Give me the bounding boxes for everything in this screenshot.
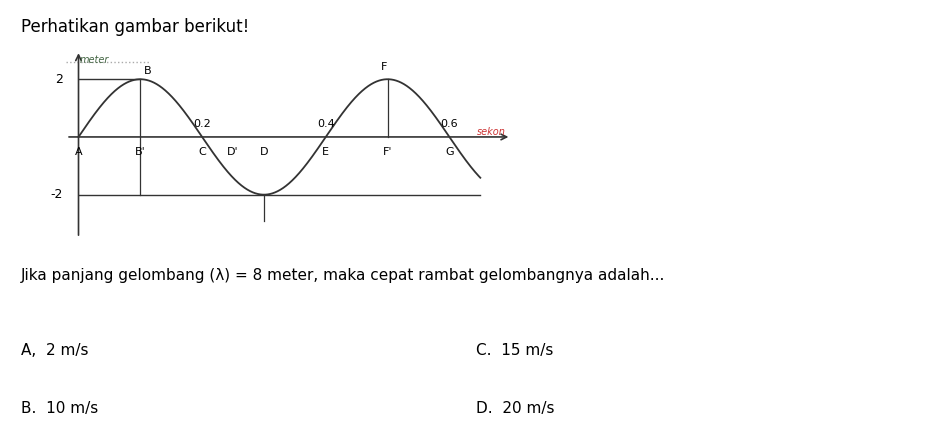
Text: C: C [198, 147, 206, 157]
Text: 0.6: 0.6 [441, 119, 458, 129]
Text: F': F' [383, 147, 392, 157]
Text: -2: -2 [50, 188, 63, 201]
Text: Jika panjang gelombang (λ) = 8 meter, maka cepat rambat gelombangnya adalah...: Jika panjang gelombang (λ) = 8 meter, ma… [21, 268, 665, 283]
Text: meter: meter [80, 55, 109, 65]
Text: 0.4: 0.4 [317, 119, 335, 129]
Text: B: B [144, 66, 151, 76]
Text: 2: 2 [55, 73, 63, 86]
Text: C.  15 m/s: C. 15 m/s [476, 343, 553, 359]
Text: 0.2: 0.2 [193, 119, 211, 129]
Text: F: F [382, 62, 387, 72]
Text: B.  10 m/s: B. 10 m/s [21, 401, 98, 417]
Text: A: A [74, 147, 82, 157]
Text: D: D [260, 147, 268, 157]
Text: E: E [323, 147, 329, 157]
Text: D.  20 m/s: D. 20 m/s [476, 401, 554, 417]
Text: G: G [446, 147, 454, 157]
Text: B': B' [135, 147, 146, 157]
Text: sekon: sekon [477, 127, 506, 137]
Text: A,  2 m/s: A, 2 m/s [21, 343, 89, 359]
Text: Perhatikan gambar berikut!: Perhatikan gambar berikut! [21, 18, 249, 36]
Text: D': D' [228, 147, 239, 157]
